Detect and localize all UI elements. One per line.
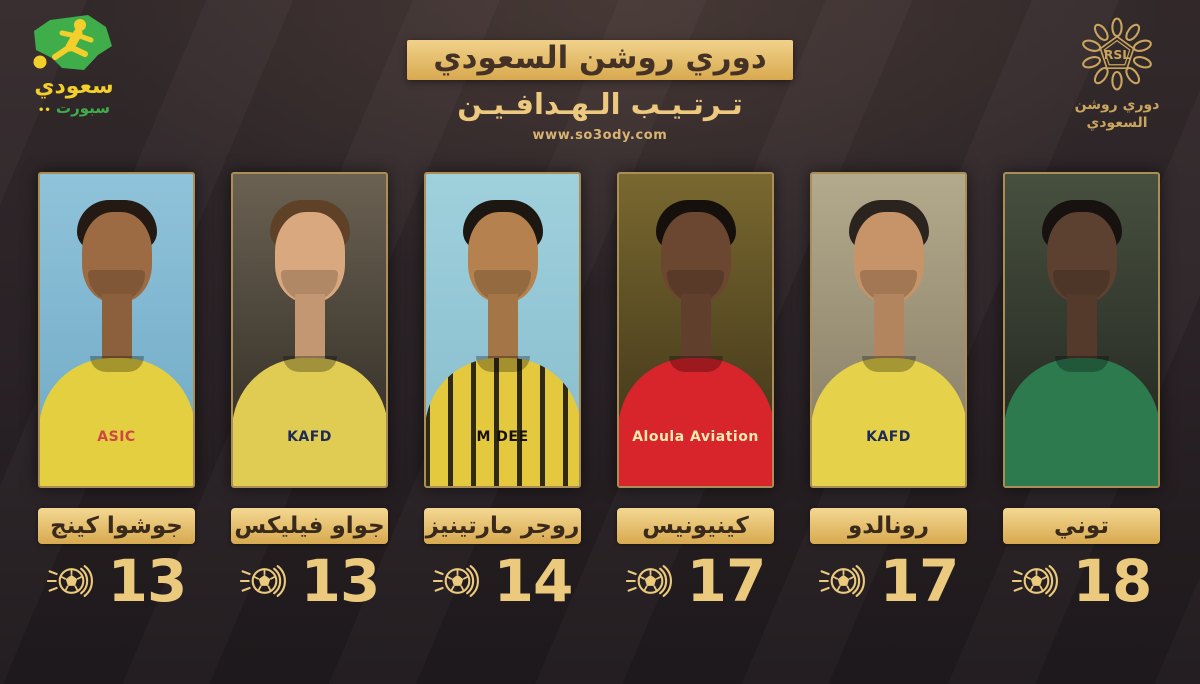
goals-count: 13 <box>107 547 188 615</box>
shooting-ball-icon <box>239 565 286 597</box>
player-photo: KAFD <box>231 172 388 488</box>
jersey-sponsor-text: M DEE <box>476 429 529 445</box>
player-name: توني <box>1054 512 1109 539</box>
player-photo: M DEE <box>424 172 581 488</box>
saudi-sport-word-top: سعودي <box>34 74 114 99</box>
rsl-logo: RSL دوري روشن السعودي <box>1056 16 1178 132</box>
player-name: روجر مارتينيز <box>425 512 580 539</box>
shooting-ball-icon <box>1011 565 1058 597</box>
player-name-plate: جوشوا كينج <box>38 508 195 544</box>
player-card: KAFD رونالدو <box>810 172 967 614</box>
goals-row: 13 <box>239 547 381 615</box>
player-head <box>660 212 731 302</box>
player-card: Aloula Aviation كينيونيس <box>617 172 774 614</box>
page-subtitle: تـرتـيـب الـهـدافـيـن <box>457 87 743 121</box>
saudi-sport-map-icon <box>33 15 112 70</box>
saudi-sport-word-bottom: سبورت •• <box>37 99 111 117</box>
player-head <box>1046 212 1117 302</box>
player-name-plate: رونالدو <box>810 508 967 544</box>
player-card: ASIC جوشوا كينج <box>38 172 195 614</box>
shooting-ball-icon <box>818 565 865 597</box>
player-name: جواو فيليكس <box>234 512 385 539</box>
rsl-emblem-icon: RSL <box>1082 17 1152 91</box>
goals-row: 14 <box>432 547 574 615</box>
goals-row: 17 <box>818 547 960 615</box>
player-name: رونالدو <box>847 512 930 539</box>
saudi-sport-logo: سعودي سبورت •• <box>16 12 132 117</box>
goals-row: 13 <box>46 547 188 615</box>
player-name-plate: كينيونيس <box>617 508 774 544</box>
player-head <box>81 212 152 302</box>
jersey-sponsor-text: ASIC <box>97 429 136 445</box>
page-title: دوري روشن السعودي <box>407 40 793 80</box>
goals-count: 14 <box>493 547 574 615</box>
logo-dots: •• <box>37 105 51 116</box>
goals-count: 13 <box>300 547 381 615</box>
player-card: KAFD جواو فيليكس <box>231 172 388 614</box>
player-name: كينيونيس <box>642 512 749 539</box>
header: دوري روشن السعودي تـرتـيـب الـهـدافـيـن … <box>0 40 1200 143</box>
goals-row: 17 <box>625 547 767 615</box>
goals-row: 18 <box>1011 547 1153 615</box>
player-name: جوشوا كينج <box>50 512 183 539</box>
shooting-ball-icon <box>625 565 672 597</box>
goals-count: 17 <box>879 547 960 615</box>
player-photo: ASIC <box>38 172 195 488</box>
player-jersey <box>1005 358 1158 486</box>
website-url: www.so3ody.com <box>532 128 668 143</box>
player-jersey: KAFD <box>233 358 386 486</box>
jersey-sponsor-text: KAFD <box>287 429 332 445</box>
jersey-sponsor-text: KAFD <box>866 429 911 445</box>
goals-count: 18 <box>1072 547 1153 615</box>
player-jersey: ASIC <box>40 358 193 486</box>
rsl-text-line2: السعودي <box>1086 115 1148 132</box>
shooting-ball-icon <box>46 565 93 597</box>
player-name-plate: جواو فيليكس <box>231 508 388 544</box>
jersey-sponsor-text: Aloula Aviation <box>632 429 759 445</box>
player-head <box>467 212 538 302</box>
goals-count: 17 <box>686 547 767 615</box>
shooting-ball-icon <box>432 565 479 597</box>
player-jersey: Aloula Aviation <box>619 358 772 486</box>
player-photo: Aloula Aviation <box>617 172 774 488</box>
player-name-plate: روجر مارتينيز <box>424 508 581 544</box>
player-photo: KAFD <box>810 172 967 488</box>
rsl-text-line1: دوري روشن <box>1074 97 1160 113</box>
player-photo <box>1003 172 1160 488</box>
svg-text:RSL: RSL <box>1104 48 1130 62</box>
player-jersey: KAFD <box>812 358 965 486</box>
player-card: توني <box>1003 172 1160 614</box>
player-head <box>274 212 345 302</box>
player-jersey: M DEE <box>426 358 579 486</box>
player-name-plate: توني <box>1003 508 1160 544</box>
players-row: ASIC جوشوا كينج <box>38 172 1160 614</box>
player-head <box>853 212 924 302</box>
player-card: M DEE روجر مارتينيز <box>424 172 581 614</box>
